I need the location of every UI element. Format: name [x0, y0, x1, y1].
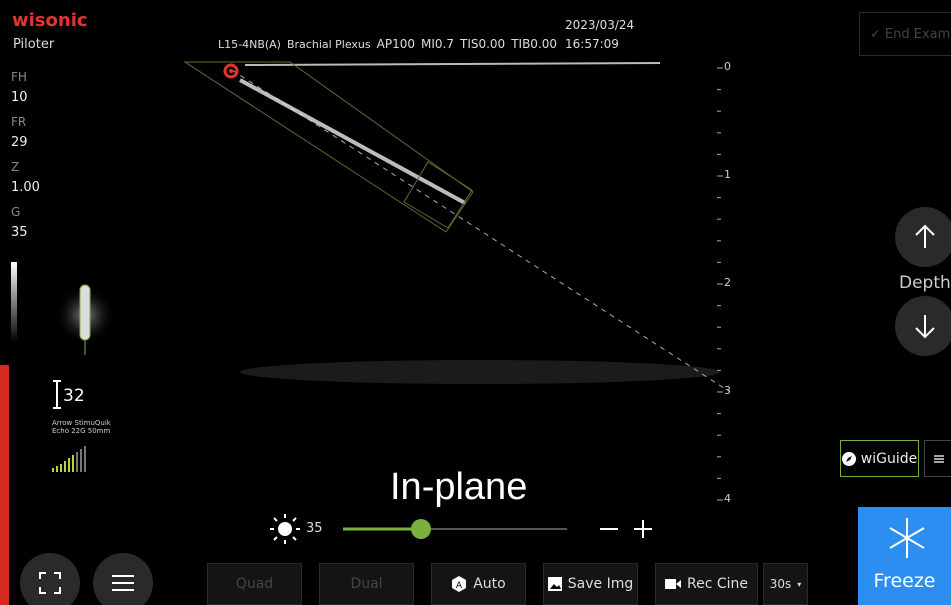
signal-bars [52, 446, 86, 472]
param-label: G [11, 205, 20, 219]
settings-button[interactable] [93, 553, 153, 605]
rec-cine-label: Rec Cine [687, 576, 748, 592]
mode: Piloter [13, 37, 54, 52]
cine-length-label: 30s [770, 577, 792, 591]
tis: TIS0.00 [460, 37, 505, 51]
depth-ticks [717, 68, 723, 500]
auto-label: Auto [473, 576, 506, 592]
overlay-label: In-plane [390, 466, 527, 509]
probe-icon [80, 285, 90, 340]
param-label: FR [11, 115, 26, 129]
end-exam-label: End Exam [885, 27, 950, 42]
tib: TIB0.00 [511, 37, 557, 51]
brightness-value: 35 [306, 521, 323, 536]
logo: wisonic [12, 10, 88, 31]
depth-label: 4 [724, 492, 731, 505]
probe: L15-4NB(A) [218, 38, 281, 51]
guide-box [185, 62, 473, 232]
depth-label: Depth [899, 273, 951, 293]
depth-label: 1 [724, 168, 731, 181]
compass-icon [842, 452, 856, 466]
needle [240, 80, 465, 203]
cine-length-button[interactable]: 30s▾ [763, 563, 808, 605]
side-bar [0, 365, 9, 605]
end-exam-button[interactable]: ✓End Exam [859, 12, 951, 56]
slider-knob[interactable] [411, 519, 431, 539]
wiguide-button[interactable]: wiGuide [840, 440, 919, 477]
image-icon [548, 577, 562, 591]
param-value: 35 [11, 225, 28, 240]
ap: AP100 [377, 37, 415, 51]
mi: MI0.7 [421, 37, 454, 51]
zoom-controls[interactable] [600, 520, 652, 538]
needle-angle: 32 [63, 386, 85, 406]
brightness-icon [270, 514, 300, 544]
param-value: 10 [11, 90, 28, 105]
quad-label: Quad [236, 576, 273, 592]
menu-button[interactable] [924, 440, 951, 477]
menu-icon [934, 454, 944, 464]
depth-down[interactable] [895, 296, 951, 356]
angle-icon [53, 381, 61, 408]
depth-up[interactable] [895, 207, 951, 267]
freeze-label: Freeze [858, 570, 951, 592]
camera-icon [665, 578, 681, 590]
header-info: L15-4NB(A) Brachial Plexus AP100 MI0.7 T… [218, 37, 557, 51]
fullscreen-button[interactable] [20, 553, 80, 605]
param-value: 29 [11, 135, 28, 150]
dual-label: Dual [350, 576, 382, 592]
param-label: FH [11, 70, 27, 84]
preset: Brachial Plexus [287, 38, 371, 51]
needle-spec: Echo 22G 50mm [52, 427, 110, 435]
param-label: Z [11, 160, 19, 174]
tissue-band [240, 360, 720, 384]
auto-button[interactable]: A Auto [431, 563, 526, 605]
dual-button[interactable]: Dual [319, 563, 414, 605]
gray-bar [11, 262, 17, 342]
depth-label: 3 [724, 384, 731, 397]
date: 2023/03/24 [565, 18, 634, 32]
depth-label: 2 [724, 276, 731, 289]
needle-name: Arrow StimuQuik [52, 419, 111, 427]
param-value: 1.00 [11, 180, 40, 195]
time: 16:57:09 [565, 37, 619, 51]
depth-label: 0 [724, 60, 731, 73]
rec-cine-button[interactable]: Rec Cine [655, 563, 758, 605]
wiguide-label: wiGuide [861, 451, 917, 467]
save-img-button[interactable]: Save Img [543, 563, 638, 605]
quad-button[interactable]: Quad [207, 563, 302, 605]
auto-icon: A [451, 576, 467, 592]
ultrasound-screen: wisonic Piloter L15-4NB(A) Brachial Plex… [0, 0, 951, 605]
target-dot [229, 69, 233, 73]
surface-line [245, 63, 660, 65]
image-layer [0, 0, 951, 605]
svg-text:A: A [456, 581, 463, 591]
save-img-label: Save Img [568, 576, 633, 592]
